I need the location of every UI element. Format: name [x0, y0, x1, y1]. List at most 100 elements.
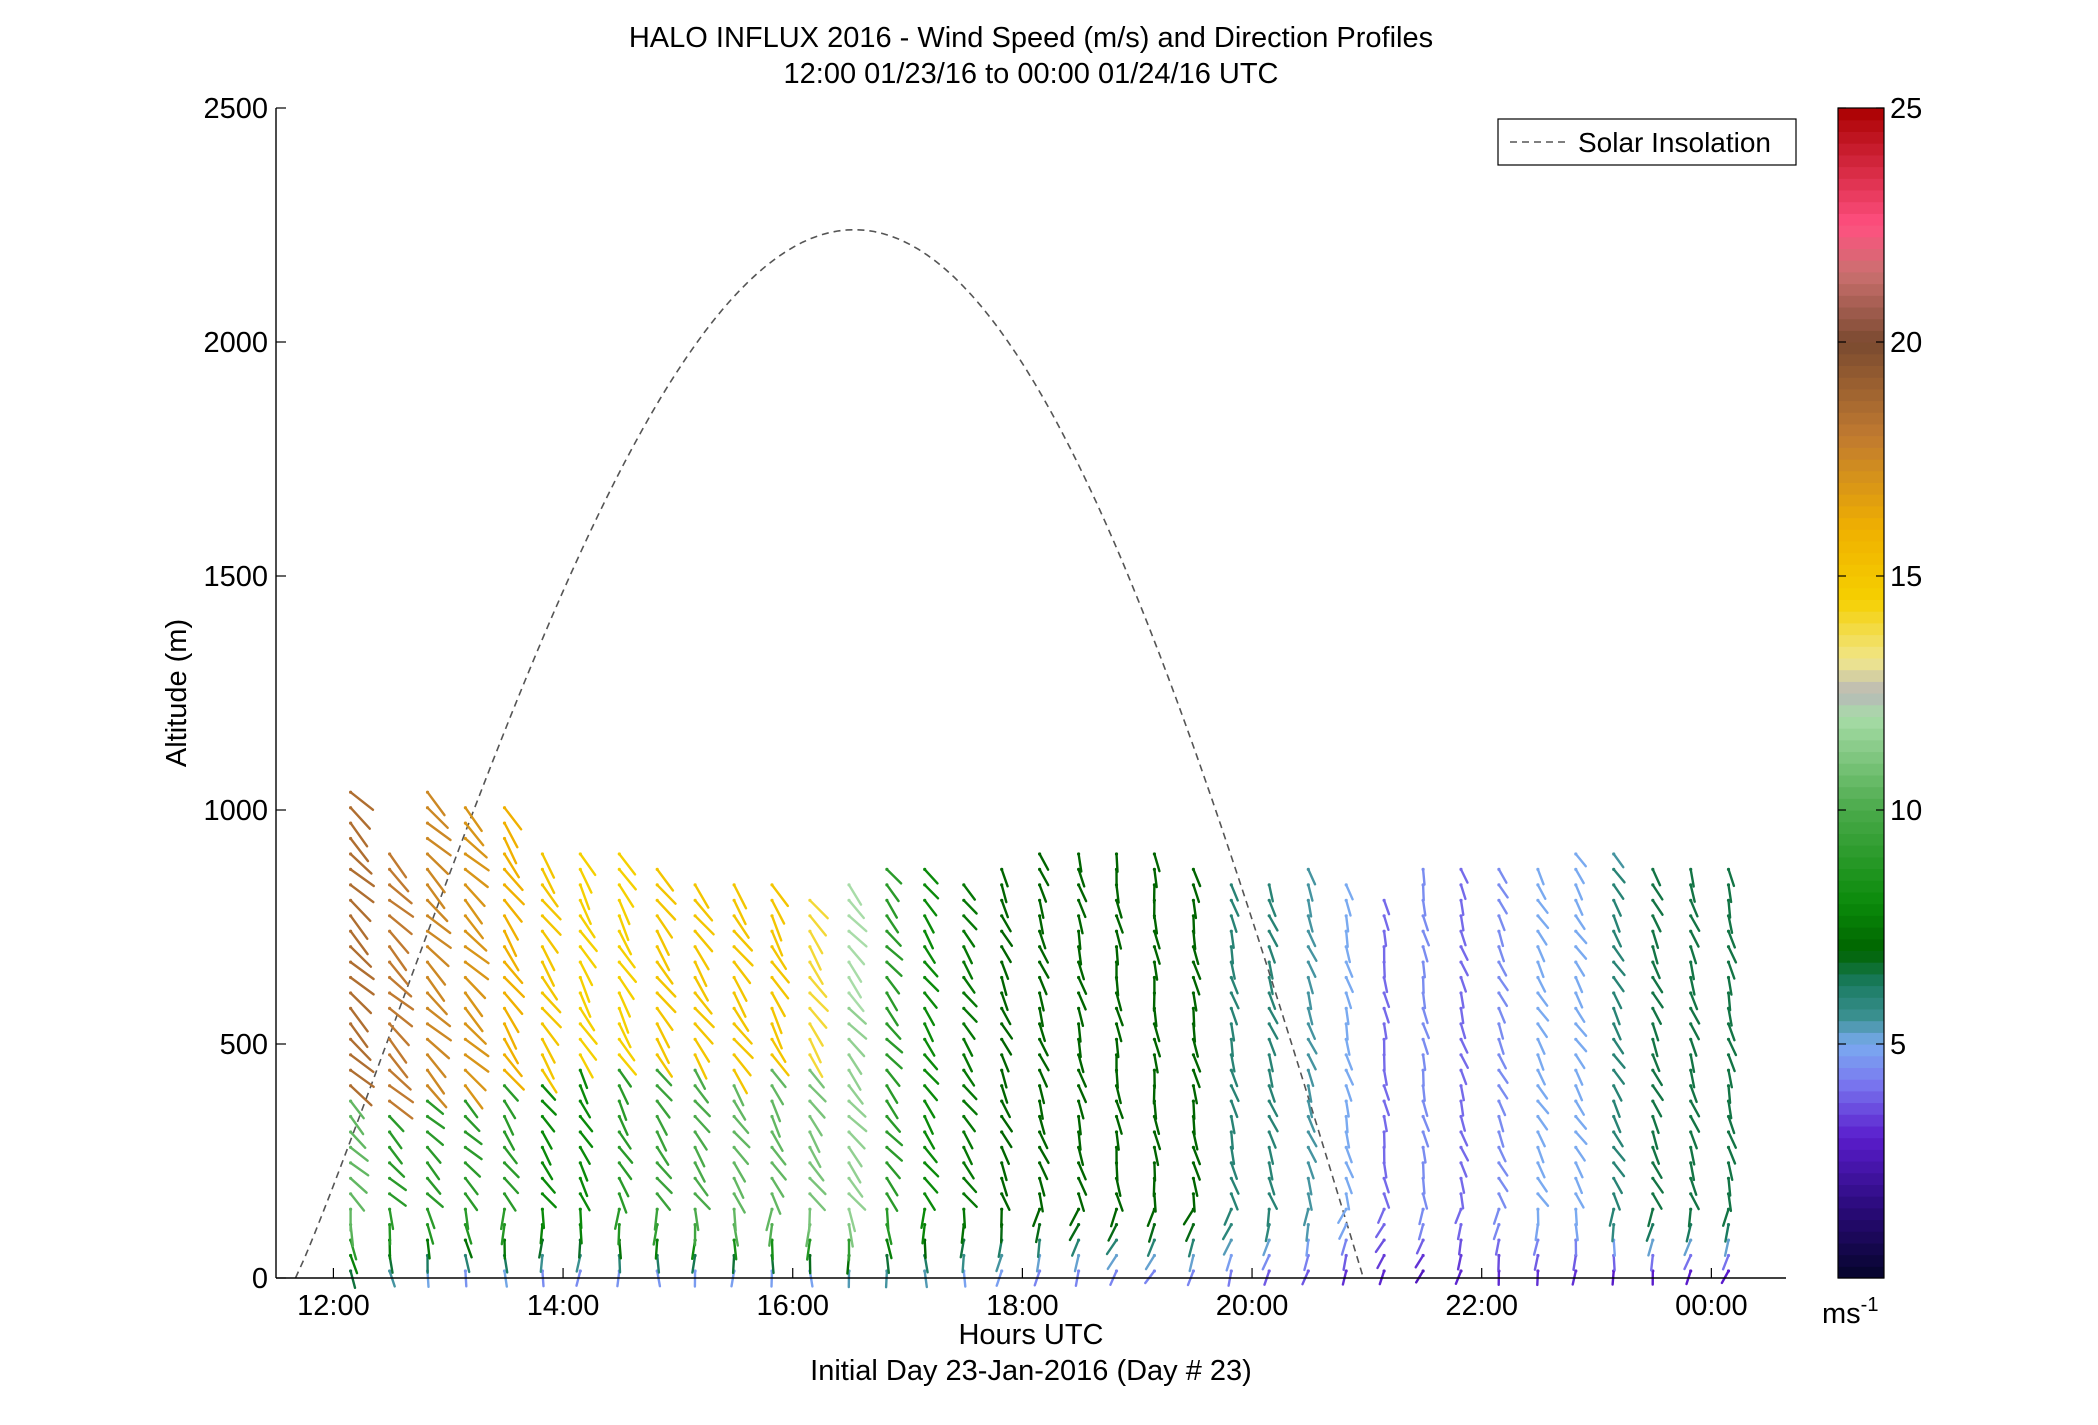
wind-barb-dot	[1651, 1192, 1655, 1196]
wind-barb-dot	[1191, 1223, 1195, 1227]
wind-barb-dot	[1191, 883, 1195, 887]
wind-barb-dot	[578, 1176, 582, 1180]
x-tick-label: 12:00	[297, 1290, 370, 1322]
wind-barb	[1192, 976, 1201, 996]
wind-barb	[1185, 1223, 1195, 1243]
wind-barb-dot	[1651, 1207, 1655, 1211]
wind-barb	[1307, 899, 1313, 918]
wind-barb	[1727, 914, 1734, 934]
wind-barb	[1307, 1146, 1318, 1164]
wind-barb-dot	[463, 1145, 467, 1149]
wind-barb	[579, 852, 597, 877]
wind-barb-dot	[1191, 975, 1195, 980]
wind-barb-dot	[349, 945, 353, 949]
wind-barb-dot	[885, 883, 889, 887]
wind-barb	[1192, 960, 1202, 980]
wind-barb	[1727, 1130, 1738, 1149]
wind-barb	[1536, 1084, 1549, 1100]
wind-barb	[579, 1177, 589, 1198]
wind-barb-dot	[1726, 960, 1731, 964]
wind-barb-dot	[847, 898, 851, 902]
wind-barb	[1000, 1146, 1010, 1166]
wind-barb-dot	[1726, 1145, 1731, 1149]
wind-barb-dot	[1612, 883, 1616, 887]
wind-barb	[503, 806, 523, 831]
wind-barb-dot	[1000, 945, 1004, 949]
wind-barb	[1612, 868, 1626, 884]
wind-barb	[388, 1207, 395, 1231]
wind-barb	[1574, 1130, 1588, 1146]
wind-barb	[1574, 1177, 1584, 1195]
wind-barb-dot	[1497, 1223, 1501, 1227]
wind-barb-dot	[655, 1099, 659, 1103]
wind-barb	[349, 1254, 359, 1275]
wind-barb	[1574, 899, 1584, 916]
wind-barb	[1497, 1115, 1505, 1133]
colorbar-band	[1838, 353, 1884, 366]
wind-barb	[1000, 1130, 1013, 1149]
wind-barb-dot	[617, 914, 621, 918]
wind-barb	[923, 1007, 936, 1027]
wind-barb	[541, 852, 556, 879]
wind-barb	[1267, 945, 1276, 964]
wind-barb	[1492, 1223, 1501, 1241]
colorbar-band	[1838, 1184, 1884, 1197]
wind-barb	[503, 1115, 515, 1136]
wind-barb	[1421, 1038, 1429, 1056]
wind-barb	[1612, 1192, 1621, 1211]
wind-barb-dot	[463, 1068, 467, 1072]
wind-barb-dot	[388, 1022, 392, 1026]
wind-barb	[1267, 1084, 1276, 1103]
wind-barb	[1000, 945, 1012, 964]
wind-barb-dot	[1038, 1130, 1042, 1134]
wind-barb-dot	[1612, 1114, 1616, 1119]
wind-barb-dot	[732, 1022, 736, 1026]
wind-barb-dot	[1459, 1114, 1463, 1119]
wind-barb	[656, 1130, 668, 1152]
wind-barb-dot	[808, 1037, 812, 1041]
wind-barb-dot	[1382, 1207, 1386, 1211]
wind-barb-dot	[1077, 1099, 1081, 1103]
wind-barb	[579, 1192, 591, 1212]
wind-barb	[656, 883, 677, 905]
wind-barb-dot	[923, 945, 927, 949]
wind-barb-dot	[1344, 1084, 1348, 1088]
colorbar-unit-exponent: -1	[1861, 1294, 1879, 1316]
wind-barb-dot	[502, 1068, 507, 1072]
wind-barb-dot	[540, 867, 545, 872]
wind-barb	[1344, 914, 1350, 933]
wind-barb	[923, 1177, 939, 1194]
wind-barb	[388, 883, 413, 905]
wind-barb-dot	[1229, 1022, 1233, 1026]
colorbar-band	[1838, 1266, 1884, 1279]
wind-barb	[1107, 1223, 1118, 1242]
wind-barb-dot	[463, 991, 467, 995]
wind-barb-dot	[1574, 1145, 1578, 1149]
wind-barb-dot	[1726, 1053, 1731, 1057]
wind-barb-dot	[1382, 1114, 1386, 1119]
wind-barb	[1689, 1038, 1698, 1057]
wind-barb	[1307, 1177, 1313, 1196]
wind-barb	[1153, 1130, 1162, 1151]
wind-barb-dot	[693, 1176, 697, 1180]
wind-barb	[1612, 960, 1626, 977]
wind-barb-dot	[349, 883, 353, 887]
wind-barb	[1727, 1115, 1736, 1135]
wind-barb	[349, 960, 375, 981]
wind-barb	[921, 1223, 926, 1245]
wind-barb	[541, 1099, 557, 1116]
wind-barb	[1038, 883, 1048, 903]
wind-barb	[962, 883, 976, 901]
colorbar-band	[1838, 248, 1884, 261]
colorbar-band	[1838, 1161, 1884, 1174]
wind-barb	[847, 1068, 862, 1091]
wind-barb-dot	[885, 945, 889, 949]
wind-barb-dot	[770, 898, 774, 902]
wind-barb	[770, 883, 789, 908]
wind-barb	[1230, 976, 1239, 995]
wind-barb	[1536, 1007, 1550, 1022]
wind-barb-dot	[1574, 852, 1578, 856]
wind-barb	[1192, 883, 1201, 904]
wind-barb-dot	[962, 1176, 966, 1180]
wind-barb	[847, 960, 863, 983]
